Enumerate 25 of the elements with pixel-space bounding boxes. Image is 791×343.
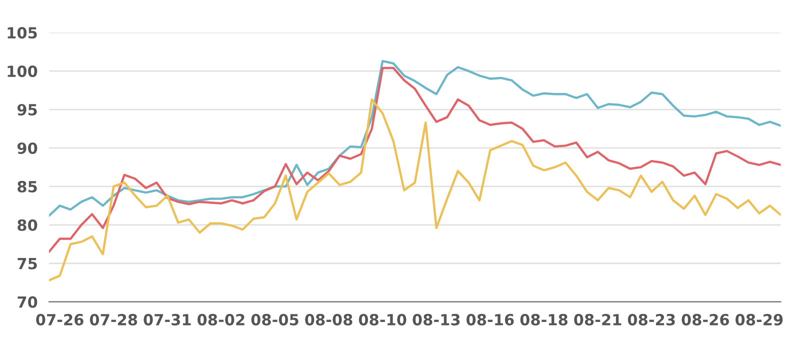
y-tick-label: 85 <box>18 180 37 192</box>
x-tick-label: 08-02 <box>198 314 244 326</box>
x-tick-label: 07-26 <box>36 314 84 326</box>
x-tick-label: 07-28 <box>90 314 138 326</box>
x-tick-label: 08-21 <box>574 314 622 326</box>
x-tick-label: 07-31 <box>144 314 191 326</box>
x-tick-label: 08-23 <box>628 314 675 326</box>
x-tick-label: 08-05 <box>251 314 298 326</box>
x-tick-label: 08-29 <box>735 314 783 326</box>
y-tick-label: 75 <box>18 258 37 270</box>
y-tick-label: 100 <box>8 66 38 78</box>
line-series <box>49 60 781 217</box>
line-series <box>49 66 781 253</box>
x-tick-label: 08-08 <box>305 314 352 326</box>
y-tick-label: 80 <box>18 219 38 231</box>
x-tick-label: 08-13 <box>412 314 460 326</box>
y-tick-label: 105 <box>8 27 37 39</box>
x-tick-label: 08-16 <box>466 314 514 326</box>
x-tick-label: 08-26 <box>682 314 730 326</box>
y-tick-label: 95 <box>17 104 37 116</box>
line-series <box>49 98 781 282</box>
y-tick-label: 70 <box>18 296 38 308</box>
y-tick-label: 90 <box>17 142 38 154</box>
x-tick-label: 08-10 <box>358 314 406 326</box>
x-tick-label: 08-18 <box>520 314 568 326</box>
